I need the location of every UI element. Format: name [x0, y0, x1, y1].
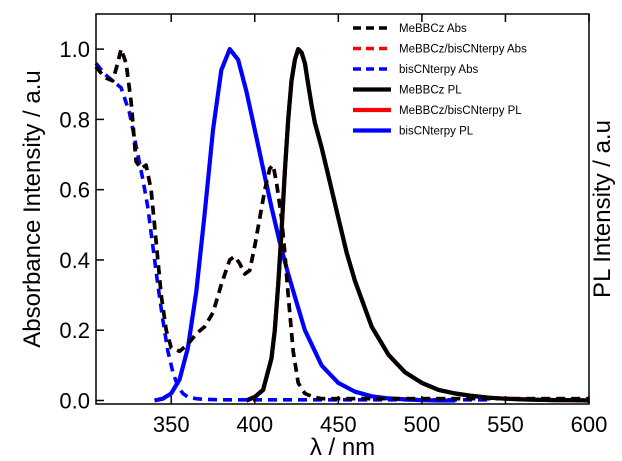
y-axis-left: 0.0 0.2 0.4 0.6 0.8 1.0: [59, 37, 104, 413]
legend-entry-label: MeBBCz Abs: [399, 23, 467, 35]
x-axis-label: λ / nm: [310, 434, 375, 461]
series-line-biscnterpy-pl: [155, 49, 456, 400]
legend-entry-label: MeBBCz/bisCNterpy Abs: [399, 44, 527, 56]
y-tick-label: 1.0: [59, 37, 90, 62]
series-line-mebbcz-abs: [96, 49, 589, 399]
y-tick-label: 0.8: [59, 107, 90, 132]
curves-layer: [96, 49, 589, 400]
y-tick-label: 0.0: [59, 388, 90, 413]
y-axis-label-left: Absorbance Intensity / a.u: [19, 70, 46, 348]
legend: MeBBCz Abs MeBBCz/bisCNterpy Abs bisCNterp…: [353, 23, 527, 138]
x-tick-label: 350: [153, 412, 190, 437]
y-tick-label: 0.6: [59, 178, 90, 203]
legend-entry-label: MeBBCz/bisCNterpy PL: [399, 105, 522, 117]
x-tick-label: 400: [236, 412, 273, 437]
legend-entry-label: bisCNterpy PL: [399, 126, 474, 138]
y-tick-label: 0.4: [59, 248, 90, 273]
x-tick-label: 550: [487, 412, 524, 437]
x-tick-label: 600: [571, 412, 608, 437]
y-axis-label-right: PL Intensity / a.u: [589, 120, 616, 298]
legend-entry-label: MeBBCz PL: [399, 85, 462, 97]
x-tick-label: 500: [404, 412, 441, 437]
y-tick-label: 0.2: [59, 318, 90, 343]
legend-entry-label: bisCNterpy Abs: [399, 64, 479, 76]
series-line-mebbcz-biscnterpy-pl: [246, 49, 589, 400]
series-line-mebbcz-pl: [246, 49, 589, 400]
